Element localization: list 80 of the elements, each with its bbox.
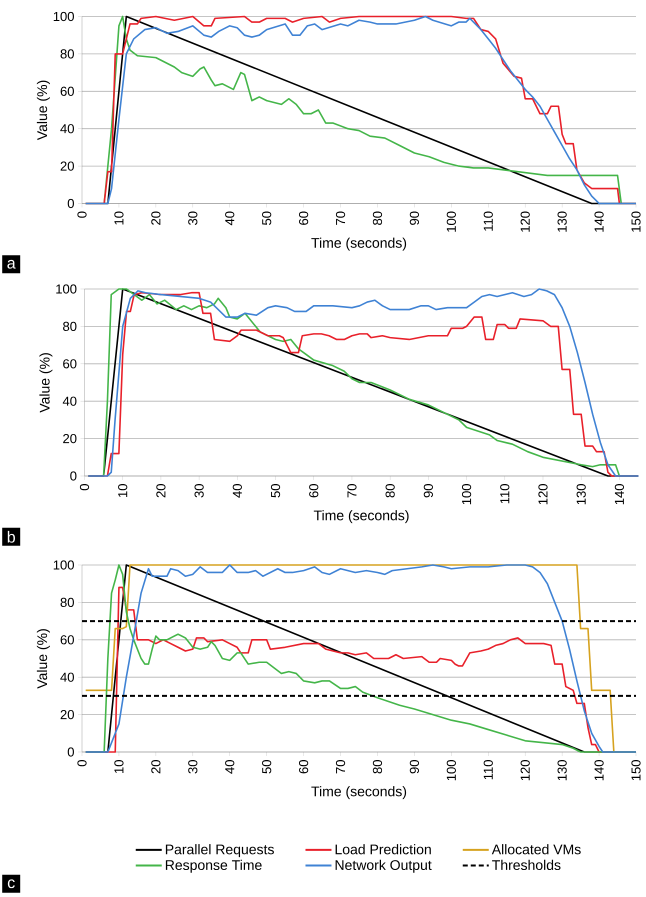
- y-axis-title: Value (%): [36, 80, 50, 140]
- x-tick-label: 140: [594, 212, 604, 232]
- y-tick-label: 40: [62, 396, 76, 406]
- x-tick-label: 110: [484, 212, 493, 231]
- y-tick-label: 60: [60, 635, 74, 644]
- x-tick-label: 90: [410, 212, 420, 225]
- x-tick-label: 10: [114, 212, 124, 224]
- y-tick-label: 60: [63, 359, 76, 368]
- x-tick-label: 150: [631, 760, 641, 780]
- legend-label: Allocated VMs: [492, 844, 581, 854]
- x-tick-label: 100: [446, 212, 456, 232]
- x-tick-label: 80: [372, 212, 382, 225]
- x-tick-label: 10: [118, 484, 128, 497]
- text: c: [8, 879, 15, 888]
- x-tick-label: 110: [500, 484, 510, 504]
- y-tick-label: 40: [60, 672, 74, 682]
- x-tick-label: 100: [462, 484, 472, 504]
- y-tick-label: 60: [60, 86, 74, 96]
- x-tick-label: 110: [484, 760, 493, 780]
- legend-label: Response Time: [166, 860, 262, 873]
- x-tick-label: 40: [225, 760, 234, 774]
- x-tick-label: 60: [298, 212, 308, 225]
- y-tick-label: 0: [68, 747, 74, 757]
- x-tick-label: 70: [336, 760, 346, 774]
- x-tick-label: 140: [614, 484, 624, 504]
- x-tick-label: 60: [298, 760, 308, 774]
- x-tick-label: 140: [594, 760, 604, 780]
- legend-label: Thresholds: [492, 860, 560, 870]
- y-tick-label: 40: [60, 124, 74, 134]
- x-tick-label: 50: [262, 212, 272, 225]
- x-tick-label: 0: [77, 212, 87, 218]
- y-tick-label: 100: [54, 12, 74, 22]
- x-axis-title: Time (seconds): [311, 786, 406, 800]
- x-tick-label: 80: [386, 484, 395, 498]
- x-tick-label: 90: [410, 760, 419, 774]
- legend-label: Load Prediction: [336, 844, 431, 854]
- y-tick-label: 20: [60, 161, 74, 171]
- x-tick-label: 120: [520, 760, 530, 780]
- x-tick-label: 150: [631, 212, 641, 232]
- y-tick-label: 0: [70, 471, 76, 481]
- y-tick-label: 20: [63, 434, 76, 444]
- x-tick-label: 30: [188, 760, 198, 774]
- y-axis-title: Value (%): [39, 353, 52, 413]
- x-tick-label: 50: [270, 484, 280, 498]
- y-tick-label: 80: [63, 322, 76, 331]
- x-tick-label: 130: [558, 212, 567, 232]
- y-tick-label: 100: [56, 284, 76, 294]
- x-tick-label: 90: [424, 484, 433, 498]
- x-tick-label: 50: [262, 760, 272, 774]
- y-tick-label: 80: [60, 49, 74, 58]
- x-tick-label: 70: [336, 212, 346, 225]
- x-tick-label: 60: [309, 484, 318, 498]
- legend-label: Parallel Requests: [166, 844, 274, 858]
- x-tick-label: 70: [347, 484, 357, 498]
- x-tick-label: 20: [151, 212, 160, 225]
- y-tick-label: 20: [60, 710, 74, 720]
- y-tick-label: 0: [68, 198, 74, 208]
- x-axis-title: Time (seconds): [311, 238, 406, 251]
- x-tick-label: 10: [114, 760, 124, 774]
- x-tick-label: 30: [194, 484, 204, 498]
- x-tick-label: 40: [232, 484, 242, 498]
- x-tick-label: 20: [151, 760, 160, 774]
- x-axis-title: Time (seconds): [314, 510, 409, 524]
- y-tick-label: 80: [60, 598, 74, 607]
- y-tick-label: 100: [54, 560, 74, 570]
- legend-label: Network Output: [336, 860, 432, 873]
- x-tick-label: 80: [372, 760, 382, 774]
- x-tick-label: 30: [188, 212, 198, 225]
- y-axis-title: Value (%): [36, 629, 50, 689]
- x-tick-label: 120: [520, 212, 530, 232]
- text: a: [7, 260, 16, 269]
- x-tick-label: 0: [80, 484, 90, 490]
- x-tick-label: 20: [156, 484, 166, 498]
- x-tick-label: 130: [558, 760, 567, 780]
- text: b: [8, 530, 15, 543]
- x-tick-label: 40: [225, 212, 234, 226]
- x-tick-label: 130: [576, 484, 586, 504]
- x-tick-label: 120: [538, 484, 548, 504]
- x-tick-label: 0: [77, 760, 87, 766]
- x-tick-label: 100: [446, 760, 456, 780]
